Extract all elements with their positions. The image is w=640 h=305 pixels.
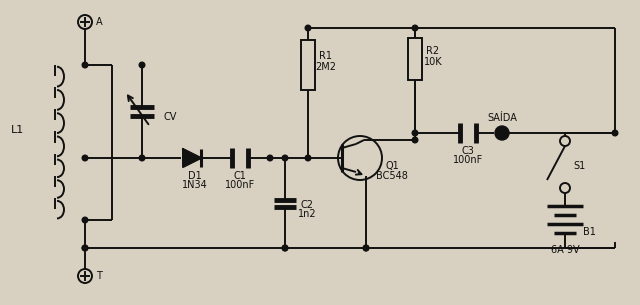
Circle shape <box>612 130 618 136</box>
Text: CV: CV <box>163 112 177 121</box>
Circle shape <box>282 245 288 251</box>
Text: D1: D1 <box>188 171 202 181</box>
Text: Q1: Q1 <box>385 161 399 171</box>
Text: S1: S1 <box>573 161 585 171</box>
Circle shape <box>495 126 509 140</box>
Circle shape <box>412 130 418 136</box>
Text: BC548: BC548 <box>376 171 408 181</box>
Text: 1n2: 1n2 <box>298 209 316 219</box>
Circle shape <box>282 245 288 251</box>
Text: A: A <box>96 17 102 27</box>
Text: L1: L1 <box>12 125 24 135</box>
Circle shape <box>140 62 145 68</box>
Circle shape <box>364 245 369 251</box>
Polygon shape <box>183 149 201 167</box>
Circle shape <box>82 155 88 161</box>
Text: R1: R1 <box>319 51 333 61</box>
Text: 100nF: 100nF <box>225 180 255 190</box>
Circle shape <box>82 62 88 68</box>
Circle shape <box>140 155 145 161</box>
Circle shape <box>82 217 88 223</box>
Circle shape <box>82 245 88 251</box>
Text: 2M2: 2M2 <box>316 62 337 72</box>
Text: SAÍDA: SAÍDA <box>487 113 517 123</box>
Circle shape <box>305 155 311 161</box>
Text: T: T <box>96 271 102 281</box>
Text: 10K: 10K <box>424 57 442 67</box>
Text: B1: B1 <box>583 227 596 237</box>
Circle shape <box>364 245 369 251</box>
Text: R2: R2 <box>426 46 440 56</box>
Circle shape <box>412 25 418 31</box>
Text: C1: C1 <box>234 171 246 181</box>
Circle shape <box>268 155 273 161</box>
Circle shape <box>82 245 88 251</box>
Text: 6A 9V: 6A 9V <box>550 245 579 255</box>
Circle shape <box>282 155 288 161</box>
FancyBboxPatch shape <box>301 40 315 90</box>
Circle shape <box>305 25 311 31</box>
Circle shape <box>412 137 418 143</box>
Text: C3: C3 <box>461 146 474 156</box>
FancyBboxPatch shape <box>408 38 422 80</box>
Text: 100nF: 100nF <box>453 155 483 165</box>
Text: C2: C2 <box>301 200 314 210</box>
Text: 1N34: 1N34 <box>182 180 208 190</box>
